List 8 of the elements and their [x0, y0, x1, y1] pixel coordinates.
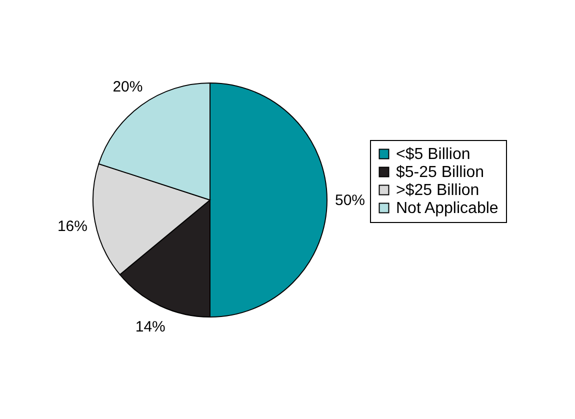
legend-label: $5-25 Billion	[396, 164, 484, 181]
legend-label: <$5 Billion	[396, 146, 470, 163]
legend-label: Not Applicable	[396, 200, 498, 217]
data-label: 50%	[334, 192, 366, 209]
data-label: 16%	[57, 218, 88, 236]
data-label: 20%	[112, 78, 143, 96]
data-label: 14%	[135, 318, 166, 336]
legend-label: >$25 Billion	[396, 182, 480, 199]
